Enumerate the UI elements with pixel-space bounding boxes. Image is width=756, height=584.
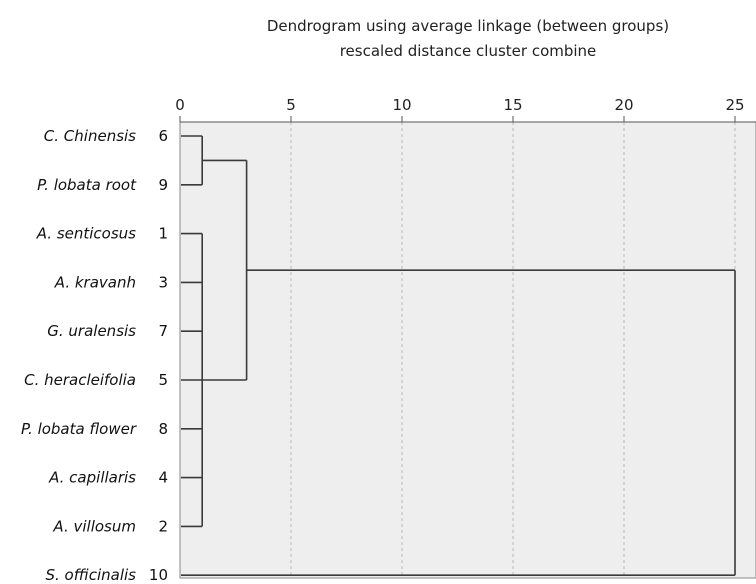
leaf-label: A. capillaris: [48, 469, 136, 487]
x-tick-label: 20: [614, 96, 633, 114]
x-tick-label: 5: [286, 96, 296, 114]
leaf-label: C. heracleifolia: [24, 371, 136, 389]
x-tick-label: 10: [392, 96, 411, 114]
leaf-label: P. lobata root: [37, 176, 137, 194]
leaf-number: 5: [158, 371, 168, 389]
x-tick-label: 0: [175, 96, 185, 114]
leaf-number: 4: [158, 469, 168, 487]
leaf-label: G. uralensis: [47, 322, 136, 340]
leaf-label: S. officinalis: [46, 566, 137, 584]
x-tick-label: 25: [725, 96, 744, 114]
leaf-number: 8: [158, 420, 168, 438]
leaf-label: C. Chinensis: [44, 127, 136, 145]
leaf-label: A. villosum: [52, 517, 136, 535]
leaf-number: 2: [158, 517, 168, 535]
chart-title: Dendrogram using average linkage (betwee…: [267, 17, 669, 35]
leaf-number: 9: [158, 176, 168, 194]
plot-area: 0 5 10 15 20 25C. Chinensis 6P. lobata root 9A.…: [21, 96, 756, 584]
chart-subtitle: rescaled distance cluster combine: [340, 42, 597, 60]
leaf-number: 7: [158, 322, 168, 340]
leaf-number: 3: [158, 273, 168, 291]
leaf-number: 6: [158, 127, 168, 145]
leaf-label: A. senticosus: [36, 225, 136, 243]
leaf-label: P. lobata flower: [21, 420, 137, 438]
x-tick-label: 15: [503, 96, 522, 114]
leaf-number: 1: [158, 225, 168, 243]
leaf-number: 10: [149, 566, 168, 584]
leaf-label: A. kravanh: [54, 273, 136, 291]
plot-background: [179, 121, 756, 579]
